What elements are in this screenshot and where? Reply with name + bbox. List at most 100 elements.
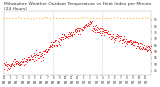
Point — [122, 38, 124, 39]
Point — [63, 34, 65, 36]
Point — [19, 63, 22, 65]
Point — [145, 49, 148, 50]
Point — [119, 36, 122, 37]
Point — [13, 58, 15, 59]
Point — [143, 45, 145, 46]
Point — [117, 37, 119, 38]
Point — [135, 47, 138, 49]
Point — [56, 44, 59, 46]
Point — [8, 64, 10, 65]
Point — [24, 58, 27, 59]
Point — [9, 65, 12, 66]
Point — [113, 38, 115, 39]
Point — [99, 27, 102, 29]
Point — [73, 29, 76, 30]
Point — [21, 58, 23, 60]
Point — [104, 30, 107, 31]
Point — [42, 50, 44, 51]
Point — [26, 61, 28, 63]
Point — [56, 44, 58, 46]
Point — [68, 35, 71, 37]
Point — [21, 62, 24, 63]
Point — [63, 38, 66, 39]
Point — [60, 33, 63, 34]
Point — [92, 27, 95, 29]
Point — [74, 30, 77, 31]
Point — [111, 37, 113, 39]
Point — [13, 65, 16, 66]
Point — [141, 48, 143, 49]
Point — [86, 25, 88, 26]
Point — [84, 25, 86, 26]
Point — [113, 39, 116, 40]
Point — [32, 59, 34, 60]
Point — [92, 28, 95, 29]
Point — [18, 64, 20, 66]
Point — [57, 43, 60, 44]
Point — [119, 39, 121, 41]
Point — [139, 42, 142, 44]
Point — [146, 46, 149, 47]
Point — [60, 36, 63, 38]
Point — [18, 62, 21, 63]
Point — [38, 58, 41, 59]
Point — [97, 31, 100, 32]
Point — [95, 25, 97, 26]
Point — [46, 51, 49, 52]
Point — [47, 50, 49, 51]
Point — [8, 68, 11, 69]
Point — [126, 40, 129, 42]
Point — [38, 51, 41, 53]
Point — [123, 36, 126, 37]
Point — [10, 65, 12, 66]
Point — [136, 46, 139, 47]
Point — [11, 62, 14, 64]
Point — [101, 27, 103, 29]
Point — [133, 41, 136, 43]
Point — [16, 63, 19, 65]
Point — [139, 48, 141, 50]
Point — [100, 34, 102, 36]
Point — [3, 62, 5, 64]
Point — [79, 33, 82, 35]
Point — [27, 56, 30, 57]
Point — [115, 38, 118, 39]
Point — [82, 26, 85, 27]
Point — [48, 48, 50, 49]
Point — [68, 32, 70, 33]
Point — [101, 29, 104, 30]
Point — [148, 47, 151, 48]
Point — [114, 37, 117, 38]
Point — [34, 59, 37, 61]
Point — [150, 46, 152, 47]
Point — [22, 60, 24, 61]
Point — [129, 39, 132, 41]
Point — [142, 49, 145, 50]
Point — [86, 25, 88, 27]
Point — [106, 31, 108, 33]
Point — [122, 38, 125, 39]
Point — [59, 39, 62, 41]
Point — [16, 62, 18, 64]
Point — [90, 22, 92, 24]
Point — [112, 37, 114, 38]
Point — [145, 45, 148, 47]
Point — [84, 24, 87, 25]
Point — [8, 64, 11, 66]
Point — [7, 68, 9, 69]
Point — [127, 40, 129, 41]
Point — [40, 55, 43, 56]
Point — [111, 35, 113, 37]
Point — [6, 69, 9, 70]
Text: Milwaukee Weather Outdoor Temperature vs Heat Index per Minute (24 Hours): Milwaukee Weather Outdoor Temperature vs… — [4, 2, 152, 11]
Point — [61, 36, 64, 38]
Point — [109, 36, 112, 37]
Point — [129, 41, 132, 42]
Point — [27, 59, 30, 60]
Point — [65, 36, 68, 38]
Point — [33, 54, 35, 55]
Point — [69, 32, 72, 33]
Point — [97, 27, 100, 29]
Point — [140, 42, 143, 44]
Point — [124, 38, 127, 40]
